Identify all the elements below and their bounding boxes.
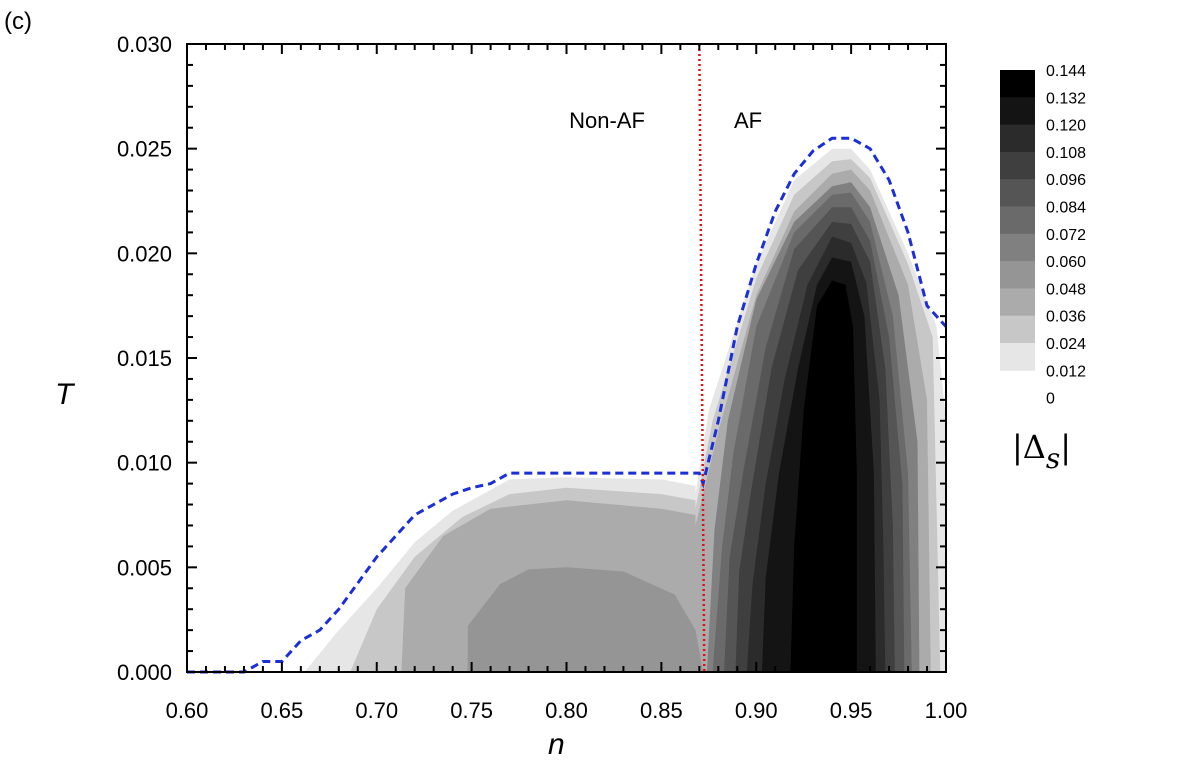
colorbar-level-label: 0.036 xyxy=(1046,309,1086,326)
colorbar-swatch xyxy=(1000,206,1035,235)
colorbar-swatch xyxy=(1000,315,1035,344)
colorbar-level-label: 0.024 xyxy=(1046,336,1086,353)
colorbar-swatch xyxy=(1000,97,1035,126)
contour-region-0.132 xyxy=(790,280,857,672)
colorbar-swatch xyxy=(1000,233,1035,262)
colorbar-level-label: 0.144 xyxy=(1046,63,1086,80)
colorbar-title: |Δs| xyxy=(1012,428,1072,475)
x-tick-label: 0.75 xyxy=(450,698,493,723)
af-label: AF xyxy=(734,108,762,133)
colorbar-title-sub: s xyxy=(1045,442,1061,475)
x-tick-label: 0.90 xyxy=(735,698,778,723)
contour-regions xyxy=(304,148,947,673)
colorbar-level-label: 0.120 xyxy=(1046,118,1086,135)
colorbar-swatch xyxy=(1000,261,1035,289)
non-af-label: Non-AF xyxy=(569,108,645,133)
x-tick-label: 0.65 xyxy=(260,698,303,723)
colorbar-level-label: 0.108 xyxy=(1046,145,1086,162)
colorbar-level-label: 0 xyxy=(1046,391,1055,408)
colorbar-level-label: 0.132 xyxy=(1046,90,1086,107)
colorbar-swatch xyxy=(1000,70,1035,98)
x-tick-label: 1.00 xyxy=(925,698,968,723)
colorbar-swatch xyxy=(1000,151,1035,180)
annotations: Non-AF AF xyxy=(569,108,762,133)
y-tick-label: 0.020 xyxy=(117,241,172,266)
colorbar-swatch xyxy=(1000,343,1035,371)
curves xyxy=(187,43,948,674)
axis-ticks xyxy=(186,43,947,673)
tick-labels: 0.60 0.65 0.70 0.75 0.80 0.85 0.90 0.95 1.00 0.00… xyxy=(117,32,967,723)
y-tick-label: 0.005 xyxy=(117,555,172,580)
colorbar-title-bar-left: | xyxy=(1012,428,1023,466)
colorbar-swatch xyxy=(1000,288,1035,317)
colorbar: 0.144 0.132 0.120 0.108 0.096 0.084 0.072 0.060… xyxy=(1000,63,1086,408)
colorbar-level-label: 0.072 xyxy=(1046,227,1086,244)
colorbar-level-label: 0.048 xyxy=(1046,281,1086,298)
x-tick-label: 0.85 xyxy=(640,698,683,723)
tc-dashed-curve xyxy=(187,136,948,674)
y-tick-label: 0.030 xyxy=(117,32,172,57)
colorbar-level-label: 0.060 xyxy=(1046,254,1086,271)
colorbar-title-symbol: Δ xyxy=(1022,428,1046,466)
x-axis-title: n xyxy=(548,728,565,761)
x-tick-label: 0.95 xyxy=(830,698,873,723)
colorbar-swatch xyxy=(1000,124,1035,153)
colorbar-title-bar-right: | xyxy=(1060,428,1072,466)
y-tick-label: 0.015 xyxy=(117,346,172,371)
x-tick-label: 0.80 xyxy=(545,698,588,723)
colorbar-level-label: 0.012 xyxy=(1046,363,1086,380)
colorbar-level-label: 0.084 xyxy=(1046,200,1086,217)
panel-label: (c) xyxy=(4,8,32,35)
y-tick-label: 0.000 xyxy=(117,660,172,685)
contour-region-0.048 xyxy=(467,567,924,672)
y-tick-label: 0.010 xyxy=(117,451,172,476)
y-axis-title: T xyxy=(55,378,74,411)
x-tick-label: 0.70 xyxy=(355,698,398,723)
colorbar-level-label: 0.096 xyxy=(1046,172,1086,189)
colorbar-swatch xyxy=(1000,179,1035,207)
x-tick-label: 0.60 xyxy=(166,698,209,723)
y-tick-label: 0.025 xyxy=(117,137,172,162)
